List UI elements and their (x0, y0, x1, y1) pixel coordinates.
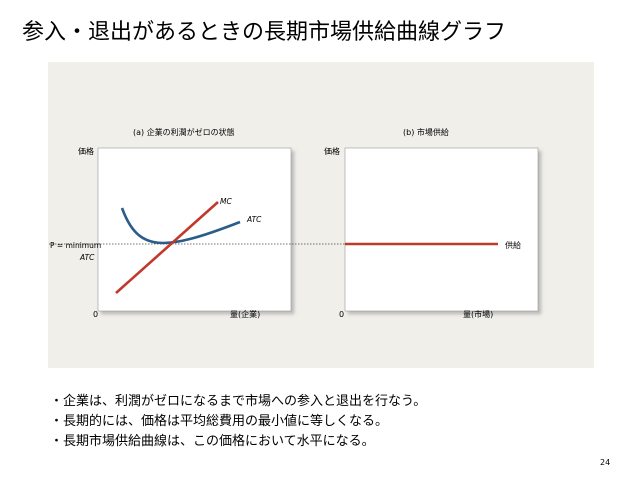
panel-a-x-axis-label: 量(企業) (230, 309, 260, 319)
bullet-list: ・企業は、利潤がゼロになるまで市場への参入と退出を行なう。 ・長期的には、価格は… (50, 392, 426, 452)
supply-label: 供給 (505, 240, 521, 250)
mc-curve (115, 201, 219, 294)
price-label-line2: ATC (79, 253, 95, 262)
panel-a-y-axis-label: 価格 (78, 146, 94, 156)
bullet-item: ・企業は、利潤がゼロになるまで市場への参入と退出を行なう。 (50, 394, 427, 409)
panel-b-origin-label: 0 (339, 310, 344, 319)
bullet-item: ・長期市場供給曲線は、この価格において水平になる。 (50, 434, 375, 449)
panel-b-y-axis-label: 価格 (324, 146, 340, 156)
diagram-svg: (a) 企業の利潤がゼロの状態 価格 0 量(企業) P = minimum A… (48, 127, 539, 319)
bullet-item: ・長期的には、価格は平均総費用の最小値に等しくなる。 (50, 414, 389, 429)
price-label-line1: P = minimum (50, 241, 101, 250)
panel-a-origin-label: 0 (93, 310, 98, 319)
slide-title: 参入・退出があるときの長期市場供給曲線グラフ (22, 20, 507, 45)
panel-a-title: (a) 企業の利潤がゼロの状態 (133, 127, 235, 137)
panel-b-x-axis-label: 量(市場) (463, 309, 493, 319)
panel-a-plot-area (97, 147, 292, 312)
atc-curve (120, 207, 241, 245)
mc-label: MC (220, 197, 232, 206)
figure-panel: (a) 企業の利潤がゼロの状態 価格 0 量(企業) P = minimum A… (48, 62, 594, 368)
panel-b-title: (b) 市場供給 (403, 127, 449, 137)
panel-b-plot-area (344, 147, 539, 312)
atc-label: ATC (246, 215, 262, 224)
page-number: 24 (600, 458, 611, 467)
